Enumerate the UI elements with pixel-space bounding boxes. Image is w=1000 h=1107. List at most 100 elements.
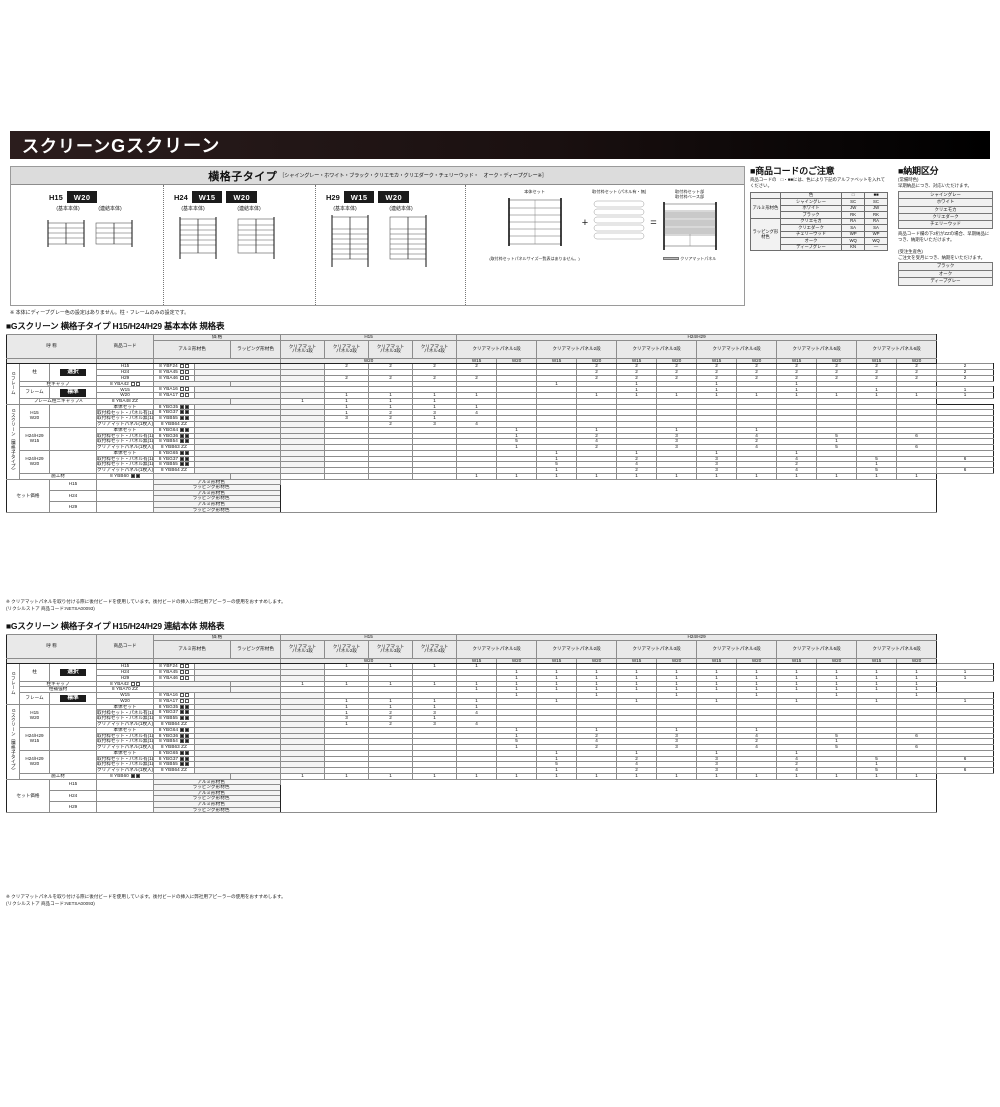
row-label-select[interactable]: 標準 [48,386,98,400]
color-chip-group [178,757,190,761]
product-code: 8 YBG64 [153,726,196,734]
price-alumi [194,392,282,400]
code-notice-title: ■商品コードのご注意 [750,166,835,176]
color-chip [185,451,190,455]
table-row: 取付枠セット・パネル有(1段) 8 YBG37 1 2 3 4 5 6 [7,455,994,463]
row-label-select[interactable]: 標準 [48,692,98,705]
row-label-select[interactable]: 選択 [48,363,98,382]
row-label-main: 柱キャップ [18,680,98,688]
col-price-wrap: ラッピング形材色 [230,339,282,359]
table-row: 取付枠セット・パネル有(1段) 8 YBG37 1 2 3 4 5 6 [7,755,994,763]
table-row: ブラック RK RK [751,211,888,219]
color-chip [179,699,184,703]
table1-footnote: ※ クリアマットパネルを取り付ける際に後付ビードを使用しています。後付ビードの挿… [6,599,286,611]
setprice-label: セット価格 [6,478,50,514]
color-chip [179,762,184,767]
qty-h2429-11 [896,738,938,746]
color-chip [184,762,189,767]
col-code: 商品コード [96,634,155,659]
table2-title: ■Gスクリーン 横格子タイプ H15/H24/H29 連結本体 規格表 [6,621,225,631]
color-chip [184,676,189,680]
product-code: 8 YBG35 [153,703,196,711]
row-label-main: H24/H29 W15 [19,726,50,751]
spec-table-basic: 呼 称商品コード価 格 H15 H24/H29 アルミ形材色 ラッピング形材色 クリアマッ… [5,334,994,514]
product-code: 8 YBB55 [153,715,196,723]
row-label-main: H24/H29 W20 [19,749,50,774]
table2-footnote: ※ クリアマットパネルを取り付ける際に後付ビードを使用しています。後付ビードの挿… [6,894,286,906]
row-label-spec: 取付枠セット・パネル有(1段) [96,709,155,717]
color-chip [179,370,184,374]
price-alumi [194,715,282,723]
col-price-wrap: ラッピング形材色 [230,639,282,659]
row-label-main: フレーム [19,692,50,705]
table-row: セット価格 H15 アルミ形材色 [6,778,994,814]
list-item: クリエモカ [898,205,993,214]
col-price-alumi: アルミ形材色 [153,339,232,359]
qty-h2429-11 [896,415,938,423]
qty-h2429-12: 1 [936,392,994,400]
col-h2429-panel-4: クリアマットパネル4段 [696,339,778,359]
qty-h2429-11 [896,761,938,769]
col-h2429-panel-5: クリアマットパネル5段 [776,339,858,359]
row-label-select[interactable]: 選択 [48,663,98,682]
table-row: Gフレーム柱選択 H15 8 YBF24 2 2 2 2 2 2 2 2 2 2 2 2 2 2 [6,363,994,405]
row-label-spec: 取付枠セット・パネル有(1段) [96,409,155,417]
color-chip [185,733,190,738]
row-label-spec: 取付枠セット・パネル有(1段) [96,732,155,740]
row-label-spec: 取付枠セット・パネル有(1段) [96,455,155,463]
equals-sign: = [650,217,657,229]
list-item: シャイングレー [898,190,993,200]
delivery-sub-1: (常備時色) [898,177,919,182]
color-chip [180,710,185,715]
col-code: 商品コード [96,334,155,359]
table-row: H24 アルミ形材色 [7,489,994,502]
setprice-sub: アルミ形材色 [153,489,282,497]
row-label-spec: クリアマットパネル(1枚入) [96,444,155,451]
variant-sub-link: (連結本体) [98,206,122,212]
product-code: 8 YBG65 [153,749,196,757]
variant-figures [168,215,311,259]
row-label-spec: クリアマットパネル(1枚入) [96,467,155,474]
color-chip [180,728,185,732]
color-chip [179,387,184,392]
screen-figure [176,215,220,259]
color-chip [179,393,184,398]
col-h15-panel-3: クリアマット パネル3段 [368,339,414,359]
price-alumi [194,761,282,769]
qty-h2429-12: 6 [936,467,994,474]
product-code: 8 YBG64 [153,426,196,434]
color-chip [179,676,184,680]
table-header-row: 呼 称商品コード価 格 H15 H24/H29 [5,634,994,659]
row-label-spec: 取付枠セット・パネル無(1段) [96,738,155,746]
color-chip-group [178,710,190,715]
qty-h2429-12: 6 [936,767,994,774]
col-name: 呼 称 [5,334,98,359]
screen-figure [328,215,372,267]
price-alumi [194,438,282,446]
price-wrap [230,680,282,688]
color-chip [179,364,184,369]
color-chip-group [129,682,140,686]
setprice-code [96,500,155,514]
variant-group-h29: H29 W15 W20 (基本本体) (連結本体) [315,185,465,305]
delivery-desc-2b: ご注文を受月につき、納期をいただけます。 [898,254,986,260]
qty-h2429-12: 2 [936,374,994,382]
delivery-stock-list: シャイングレー ホワイト クリエモカ クリエダーク チェリーウッド [898,190,993,229]
qty-h2429-12: 1 [936,674,994,682]
col-h2429-panel-4: クリアマットパネル4段 [696,639,778,659]
setprice-code [96,489,155,502]
product-code: 8 YBG37 [153,455,196,463]
color-chip [135,682,140,686]
delivery-color: ディープグレー [898,277,993,286]
setprice-code [96,478,155,491]
color-chip [184,364,189,369]
table-row: H29 8 YBA46 1 1 1 1 1 1 1 1 1 1 1 1 [7,674,994,682]
color-chip [179,716,184,721]
plus-sign: + [581,217,589,229]
color-chip [180,705,185,709]
delivery-order-list: ブラック オーク ディープグレー [898,262,993,286]
table-row: Gスクリーン（横格子タイプ） H15 W20 本体セット 8 YBG35 1 1 1 1 [6,703,994,780]
delivery-color: ブラック [898,262,993,271]
row-label-spec: 取付枠セット・パネル無(1段) [96,438,155,446]
product-code: 8 YBB54 [153,438,196,446]
